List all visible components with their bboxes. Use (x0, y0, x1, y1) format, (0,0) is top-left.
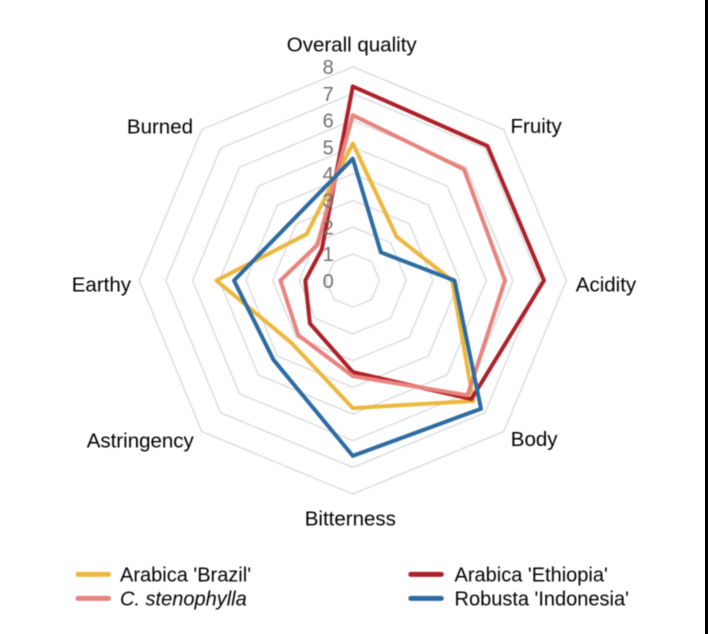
svg-text:Bitterness: Bitterness (305, 508, 396, 531)
svg-text:Acidity: Acidity (576, 274, 637, 297)
svg-text:Robusta 'Indonesia': Robusta 'Indonesia' (455, 589, 629, 611)
svg-text:3: 3 (323, 191, 334, 213)
svg-text:1: 1 (323, 244, 334, 266)
svg-text:Arabica 'Ethiopia': Arabica 'Ethiopia' (455, 565, 608, 587)
svg-text:5: 5 (323, 137, 334, 159)
svg-text:Astringency: Astringency (87, 430, 195, 453)
svg-text:6: 6 (323, 111, 334, 133)
svg-text:Overall quality: Overall quality (287, 33, 418, 56)
svg-text:4: 4 (323, 164, 334, 186)
svg-text:0: 0 (323, 271, 334, 293)
svg-text:8: 8 (323, 57, 334, 79)
svg-text:Earthy: Earthy (72, 274, 132, 297)
svg-text:C. stenophylla: C. stenophylla (120, 589, 247, 611)
svg-text:Arabica 'Brazil': Arabica 'Brazil' (120, 565, 251, 587)
svg-text:7: 7 (323, 84, 334, 106)
svg-text:2: 2 (323, 217, 334, 239)
svg-text:Body: Body (511, 428, 558, 451)
svg-text:Burned: Burned (127, 116, 193, 139)
svg-text:Fruity: Fruity (511, 115, 563, 138)
